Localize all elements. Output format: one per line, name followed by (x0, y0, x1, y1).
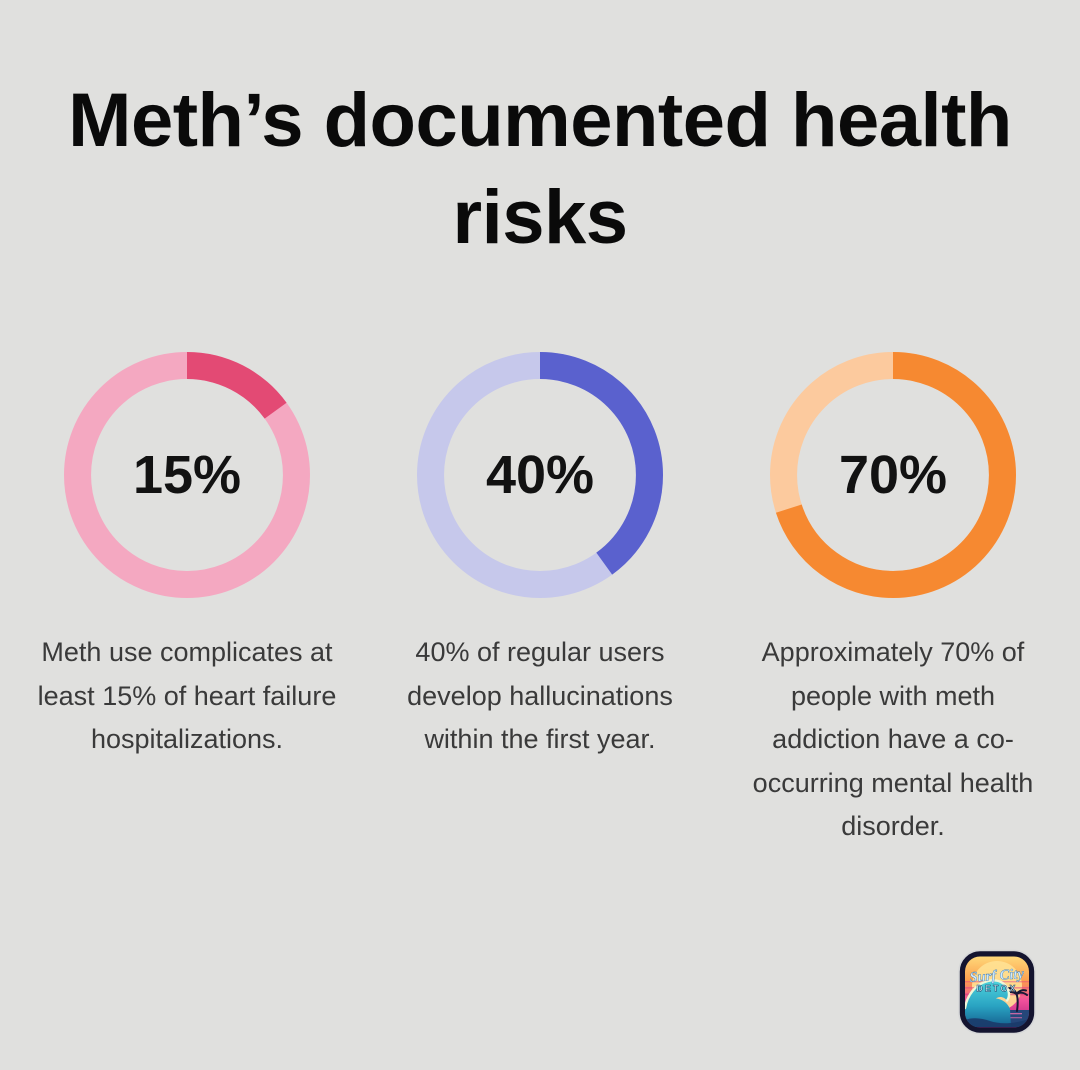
logo-brand-detox: DETOX (976, 984, 1017, 994)
logo-wave (965, 980, 1011, 1027)
stat-card-mental-health: 70% Approximately 70% of people with met… (727, 352, 1059, 849)
stats-row: 15% Meth use complicates at least 15% of… (0, 352, 1080, 849)
surf-city-detox-logo: Surf City DETOX (958, 949, 1036, 1035)
donut-fill-segment (64, 352, 310, 598)
donut-chart-15: 15% (64, 352, 310, 598)
donut-center-label: 70% (838, 445, 948, 505)
logo-brand-script: Surf City (969, 966, 1025, 986)
donut-svg-40 (417, 352, 663, 598)
logo-palm-tree (1005, 987, 1028, 1012)
donut-svg-15 (64, 352, 310, 598)
donut-center-label: 40% (485, 445, 595, 505)
stat-card-hallucinations: 40% 40% of regular users develop halluci… (374, 352, 706, 849)
stat-caption: Approximately 70% of people with meth ad… (752, 637, 1034, 841)
donut-svg-70 (770, 352, 1016, 598)
logo-sea-glint (1004, 1017, 1022, 1019)
donut-chart-70: 70% (770, 352, 1016, 598)
donut-fill-segment (770, 352, 1016, 598)
donut-chart-40: 40% (417, 352, 663, 598)
donut-fill-segment (417, 352, 663, 598)
donut-center-label: 15% (132, 445, 242, 505)
stat-caption: Meth use complicates at least 15% of hea… (37, 637, 337, 754)
stat-card-heart-failure: 15% Meth use complicates at least 15% of… (21, 352, 353, 849)
logo-sea-glint (1008, 1013, 1022, 1015)
page-title: Meth’s documented health risks (68, 78, 1012, 260)
logo-shore-water (965, 1018, 1029, 1027)
stat-caption: 40% of regular users develop hallucinati… (407, 637, 673, 754)
logo-wave-foam (965, 979, 1011, 1010)
